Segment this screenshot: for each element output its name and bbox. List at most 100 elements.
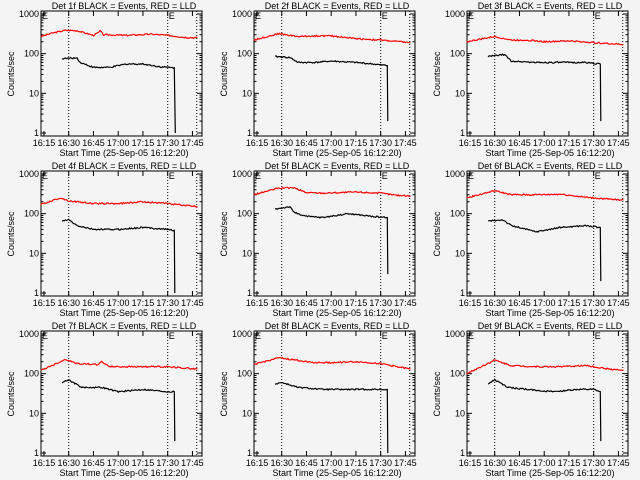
x-tick-label: 17:30	[582, 458, 605, 468]
x-tick-label: 16:30	[57, 458, 80, 468]
x-tick-label: 17:15	[345, 458, 368, 468]
x-tick-label: 17:15	[132, 138, 155, 148]
x-tick-label: 16:15	[246, 458, 269, 468]
x-tick-label: 17:00	[320, 458, 343, 468]
detector-panel-2: Det 2f BLACK = Events, RED = LLD 1 10 100 10…	[219, 1, 417, 158]
event-marker-label: E	[42, 331, 48, 341]
plot-frame	[40, 10, 203, 137]
y-tick-label: 10	[242, 408, 252, 418]
event-marker-label: E	[382, 11, 388, 21]
x-tick-label: 16:30	[483, 138, 506, 148]
x-tick-label: 17:45	[607, 458, 630, 468]
y-tick-label: 1	[247, 128, 252, 138]
lld-rate-line	[40, 29, 198, 40]
x-tick-label: 17:30	[582, 138, 605, 148]
y-tick-label: 1	[247, 288, 252, 298]
y-tick-label: 1000	[232, 9, 252, 19]
chart-title: Det 4f BLACK = Events, RED = LLD	[52, 161, 197, 171]
plot-frame	[466, 170, 629, 297]
detector-panel-4: Det 4f BLACK = Events, RED = LLD 1 10 100 10…	[6, 161, 204, 318]
x-axis-title: Start Time (25-Sep-05 16:12:20)	[59, 468, 188, 478]
plot-frame	[40, 170, 203, 297]
y-tick-label: 100	[450, 369, 465, 379]
y-tick-label: 1	[460, 448, 465, 458]
x-tick-label: 16:15	[246, 138, 269, 148]
x-tick-label: 16:30	[270, 298, 293, 308]
event-marker-label: E	[468, 331, 474, 341]
x-tick-label: 17:45	[394, 458, 417, 468]
y-tick-label: 1	[34, 288, 39, 298]
y-tick-label: 1000	[445, 9, 465, 19]
chart-title: Det 7f BLACK = Events, RED = LLD	[52, 321, 197, 331]
events-rate-line	[61, 56, 176, 134]
detector-panel-8: Det 8f BLACK = Events, RED = LLD 1 10 100 10…	[219, 321, 417, 478]
event-marker-label: E	[255, 11, 261, 21]
x-tick-label: 17:45	[181, 458, 204, 468]
event-marker-label: E	[595, 171, 601, 181]
y-tick-label: 1	[34, 448, 39, 458]
x-tick-label: 16:30	[483, 458, 506, 468]
chart-title: Det 2f BLACK = Events, RED = LLD	[265, 1, 410, 11]
y-tick-label: 1	[460, 128, 465, 138]
x-axis-title: Start Time (25-Sep-05 16:12:20)	[272, 468, 401, 478]
event-marker-label: E	[42, 171, 48, 181]
events-rate-line	[487, 378, 602, 442]
y-tick-label: 10	[455, 408, 465, 418]
x-tick-label: 17:30	[156, 458, 179, 468]
plot-frame	[466, 10, 629, 137]
x-tick-label: 17:00	[107, 458, 130, 468]
y-tick-label: 100	[450, 209, 465, 219]
x-tick-label: 16:15	[246, 298, 269, 308]
x-tick-label: 16:45	[82, 138, 105, 148]
x-tick-label: 17:30	[582, 298, 605, 308]
y-tick-label: 1000	[232, 329, 252, 339]
chart-title: Det 6f BLACK = Events, RED = LLD	[478, 161, 623, 171]
y-tick-label: 10	[455, 88, 465, 98]
x-tick-label: 17:15	[558, 138, 581, 148]
lld-rate-line	[40, 358, 198, 371]
lld-rate-line	[253, 186, 411, 198]
lld-rate-line	[253, 356, 411, 370]
x-tick-label: 17:30	[156, 298, 179, 308]
y-axis-title: Counts/sec	[432, 211, 442, 257]
x-tick-label: 16:15	[33, 458, 56, 468]
y-tick-label: 1000	[232, 169, 252, 179]
event-marker-label: E	[255, 171, 261, 181]
x-tick-label: 17:30	[369, 458, 392, 468]
detector-panel-5: Det 5f BLACK = Events, RED = LLD 1 10 100 10…	[219, 161, 417, 318]
detector-panel-1: Det 1f BLACK = Events, RED = LLD 1 10 100 10…	[6, 1, 204, 158]
detector-panel-9: Det 9f BLACK = Events, RED = LLD 1 10 100 10…	[432, 321, 630, 478]
y-tick-label: 100	[450, 49, 465, 59]
y-tick-label: 1000	[445, 329, 465, 339]
y-tick-label: 100	[24, 49, 39, 59]
event-marker-label: E	[169, 171, 175, 181]
lld-rate-line	[466, 35, 624, 46]
events-rate-line	[61, 218, 176, 294]
detector-panel-6: Det 6f BLACK = Events, RED = LLD 1 10 100 10…	[432, 161, 630, 318]
x-tick-label: 16:45	[295, 458, 318, 468]
event-marker-label: E	[382, 171, 388, 181]
events-rate-line	[488, 219, 602, 282]
event-marker-label: E	[468, 11, 474, 21]
lld-rate-line	[466, 190, 624, 202]
x-tick-label: 17:45	[394, 298, 417, 308]
y-tick-label: 1000	[19, 9, 39, 19]
x-tick-label: 16:30	[57, 298, 80, 308]
events-rate-line	[61, 379, 176, 442]
events-rate-line	[274, 206, 389, 275]
x-tick-label: 17:00	[320, 138, 343, 148]
x-axis-title: Start Time (25-Sep-05 16:12:20)	[272, 148, 401, 158]
chart-title: Det 3f BLACK = Events, RED = LLD	[478, 1, 623, 11]
y-tick-label: 100	[237, 49, 252, 59]
x-tick-label: 16:30	[57, 138, 80, 148]
x-tick-label: 16:45	[82, 298, 105, 308]
x-axis-title: Start Time (25-Sep-05 16:12:20)	[59, 308, 188, 318]
x-tick-label: 17:00	[107, 298, 130, 308]
x-tick-label: 16:15	[459, 298, 482, 308]
x-tick-label: 17:15	[345, 298, 368, 308]
event-marker-label: E	[169, 331, 175, 341]
x-tick-label: 17:30	[156, 138, 179, 148]
chart-title: Det 5f BLACK = Events, RED = LLD	[265, 161, 410, 171]
lld-rate-line	[253, 32, 411, 44]
x-tick-label: 17:45	[181, 298, 204, 308]
